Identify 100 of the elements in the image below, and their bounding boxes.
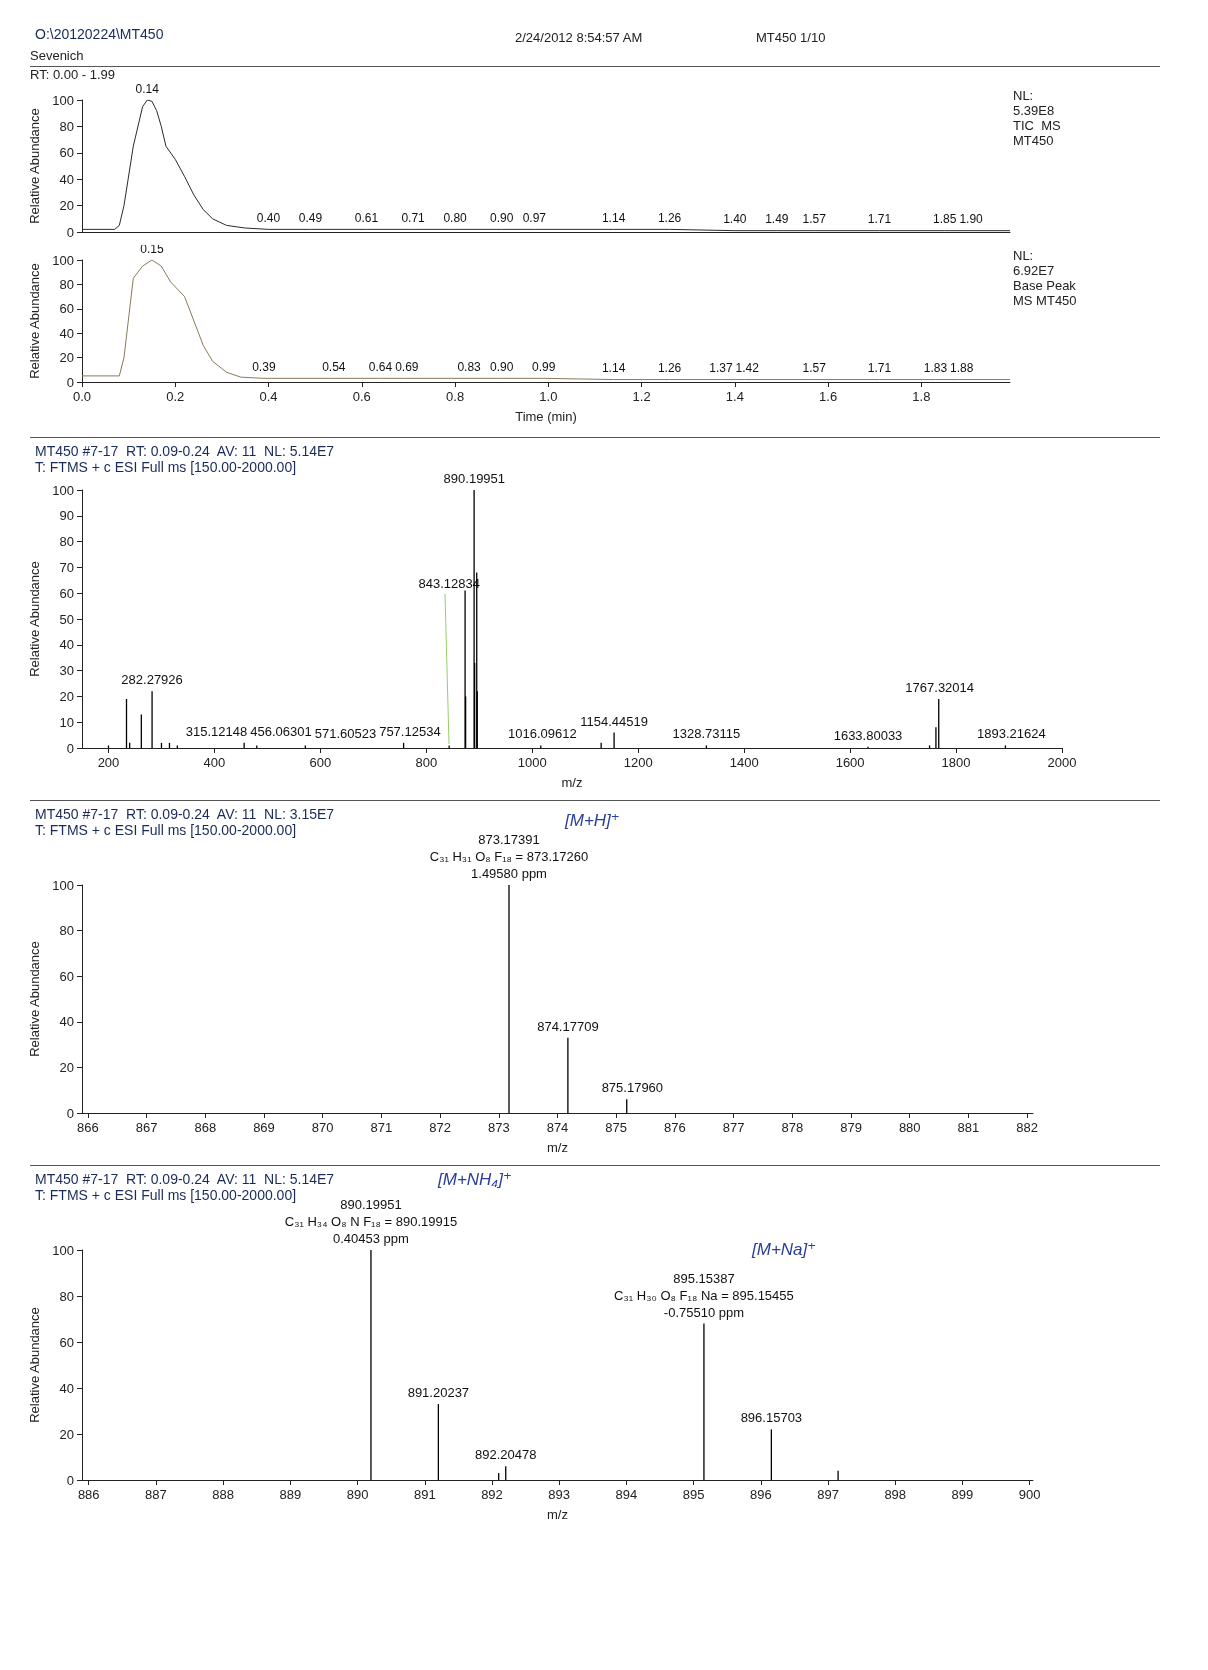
annotation: 1.85 (933, 212, 957, 227)
y-tick-label: 60 (59, 1334, 74, 1350)
chart-subtitle: T: FTMS + c ESI Full ms [150.00-2000.00] (35, 822, 297, 838)
x-tick-label: 894 (615, 1487, 638, 1502)
x-tick-label: 875 (605, 1120, 628, 1135)
y-tick-label: 70 (59, 559, 74, 575)
x-tick-label: 886 (77, 1487, 100, 1502)
text: NL: 5.39E8 TIC MS MT450 (1013, 88, 1061, 148)
x-tick-label: 890 (346, 1487, 369, 1502)
annotation: 0.83 (457, 359, 482, 374)
y-tick-label: 50 (59, 611, 74, 627)
x-tick-label: 882 (1016, 1120, 1038, 1135)
annotation: 1.14 (601, 361, 626, 376)
y-tick-label: 20 (59, 1426, 74, 1442)
x-tick-label: 888 (212, 1487, 234, 1502)
x-tick-label: 880 (898, 1120, 921, 1135)
x-tick-label: 881 (957, 1120, 980, 1135)
x-tick-label: 1.4 (725, 389, 744, 404)
annotation: 1.57 (802, 361, 827, 376)
annotation: 0.54 (322, 359, 346, 374)
y-tick-label: 0 (66, 1472, 74, 1488)
annotation: 0.71 (401, 210, 426, 225)
text: NL: 6.92E7 Base Peak MS MT450 (1013, 248, 1077, 308)
annotation: 1.90 (959, 212, 984, 227)
y-tick-label: 20 (59, 688, 74, 704)
x-tick-label: 895 (682, 1487, 705, 1502)
x-tick-label: 872 (429, 1120, 451, 1135)
annotation: 1016.09612 (508, 726, 577, 742)
x-tick-label: 900 (1018, 1487, 1041, 1502)
x-tick-label: 893 (548, 1487, 571, 1502)
chart-title: MT450 #7-17 RT: 0.09-0.24 AV: 11 NL: 3.15E7 (35, 806, 335, 822)
annotation: 0.40 (256, 210, 281, 225)
annotation: 1.57 (802, 212, 827, 227)
x-tick-label: 1.2 (632, 389, 651, 404)
annotation: 892.20478 (475, 1447, 537, 1463)
x-tick-label: 1000 (517, 755, 547, 770)
annotation: 0.14 (135, 81, 160, 96)
chart-subtitle: T: FTMS + c ESI Full ms [150.00-2000.00] (35, 459, 297, 475)
y-tick-label: 40 (59, 637, 74, 653)
x-axis-title: m/z (547, 1507, 568, 1522)
y-tick-label: 30 (59, 663, 74, 679)
y-tick-label: 80 (59, 118, 74, 134)
y-tick-label: 100 (52, 252, 74, 268)
x-tick-label: 200 (97, 755, 120, 770)
x-tick-label: 889 (279, 1487, 302, 1502)
x-tick-label: 899 (951, 1487, 974, 1502)
x-tick-label: 867 (135, 1120, 158, 1135)
annotation: 1.40 (723, 212, 747, 227)
y-tick-label: 80 (59, 1288, 74, 1304)
x-tick-label: 873 (487, 1120, 510, 1135)
annotation: 890.19951 (443, 471, 506, 486)
y-tick-label: 0 (66, 224, 74, 240)
x-tick-label: 1200 (623, 755, 653, 770)
x-tick-label: 897 (817, 1487, 839, 1502)
y-tick-label: 60 (59, 301, 74, 317)
x-tick-label: 600 (309, 755, 332, 770)
x-tick-label: 1.6 (819, 389, 838, 404)
y-axis-title: Relative Abundance (27, 941, 43, 1057)
y-tick-label: 60 (59, 968, 74, 984)
x-tick-label: 0.8 (446, 389, 465, 404)
text: [M+NH₄]⁺ (437, 1170, 512, 1189)
y-tick-label: 20 (59, 1059, 74, 1075)
text: RT: 0.00 - 1.99 (30, 67, 116, 82)
annotation: [M+Na]⁺ (751, 1240, 817, 1259)
x-tick-label: 876 (664, 1120, 686, 1135)
annotation: 0.69 (395, 359, 419, 374)
x-tick-label: 0.0 (72, 389, 92, 404)
x-axis-title: m/z (547, 1140, 568, 1155)
annotation: 0.97 (522, 210, 547, 225)
annotation: 282.27926 (121, 672, 183, 688)
x-tick-label: 866 (77, 1120, 99, 1135)
x-tick-label: 2000 (1047, 755, 1077, 770)
x-tick-label: 400 (203, 755, 226, 770)
x-tick-label: 874 (546, 1120, 569, 1135)
x-tick-label: 1400 (729, 755, 759, 770)
text: [M+H]⁺ (564, 811, 620, 830)
annotation: 1633.80033 (833, 727, 903, 743)
annotation: 0.90 (490, 210, 514, 225)
annotation: 1.88 (950, 361, 974, 376)
y-tick-label: 0 (66, 1105, 74, 1121)
annotation: 0.49 (298, 210, 323, 225)
text: Sevenich (30, 48, 84, 63)
x-tick-label: 1.8 (912, 389, 931, 404)
annotation: 0.99 (531, 359, 556, 374)
y-axis-title: Relative Abundance (27, 1307, 43, 1423)
x-tick-label: 0.2 (166, 389, 185, 404)
y-tick-label: 80 (59, 276, 74, 292)
annotation: 456.06301 (250, 723, 312, 739)
y-tick-label: 80 (59, 534, 74, 550)
annotation: 1.37 (709, 361, 733, 376)
annotation: 757.12534 (379, 723, 441, 739)
x-tick-label: 1600 (835, 755, 865, 770)
y-axis-title: Relative Abundance (27, 561, 43, 677)
y-tick-label: 0 (66, 740, 74, 756)
y-tick-label: 40 (59, 171, 74, 187)
x-axis-title: m/z (561, 775, 583, 790)
x-tick-label: 869 (253, 1120, 275, 1135)
x-tick-label: 0.6 (352, 389, 371, 404)
annotation: 1.83 (923, 361, 948, 376)
annotation: 1.49 (765, 212, 789, 227)
